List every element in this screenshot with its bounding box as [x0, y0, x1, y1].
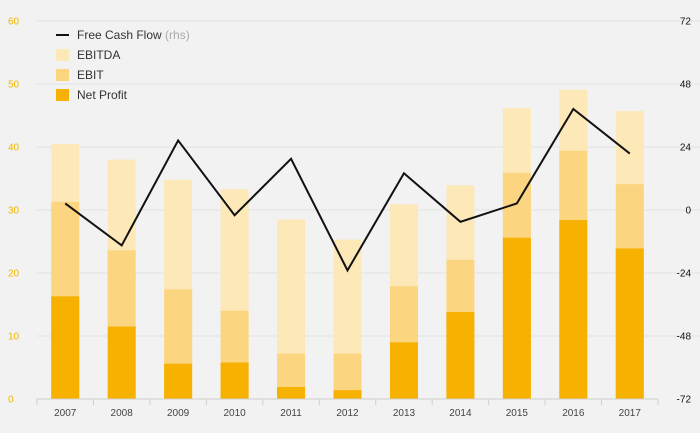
right-axis-tick-label: 0	[685, 206, 691, 217]
net-profit-bar	[615, 248, 644, 399]
legend-label: EBIT	[77, 68, 104, 82]
right-axis-tick-label: -24	[677, 269, 692, 280]
left-axis-tick-label: 10	[8, 332, 20, 343]
legend-item: Free Cash Flow (rhs)	[56, 28, 190, 42]
left-axis-tick-label: 50	[8, 80, 20, 91]
x-axis-tick-label: 2016	[562, 408, 585, 419]
right-axis-tick-label: 72	[680, 17, 692, 28]
left-axis-tick-label: 0	[8, 395, 14, 406]
net-profit-bar	[51, 296, 80, 399]
legend-label: EBITDA	[77, 48, 120, 62]
x-axis-tick-label: 2011	[280, 408, 302, 419]
x-axis-tick-label: 2007	[54, 408, 77, 419]
bars	[51, 89, 644, 400]
x-axis-tick-label: 2009	[167, 408, 190, 419]
net-profit-bar	[446, 312, 475, 399]
legend-label: Free Cash Flow (rhs)	[77, 28, 190, 42]
legend-item: EBITDA	[56, 48, 120, 62]
net-profit-bar	[164, 363, 193, 399]
right-axis-tick-label: 24	[680, 143, 692, 154]
net-profit-bar	[502, 237, 531, 399]
legend-item: Net Profit	[56, 88, 128, 102]
left-axis-tick-label: 40	[8, 143, 20, 154]
left-axis-tick-label: 20	[8, 269, 20, 280]
legend-note: (rhs)	[162, 28, 190, 42]
gridlines	[37, 20, 700, 337]
right-axis-tick-label: -48	[677, 332, 692, 343]
left-axis-tick-label: 30	[8, 206, 20, 217]
net-profit-bar	[333, 390, 362, 399]
left-axis-tick-label: 60	[8, 17, 20, 28]
x-axis-tick-label: 2012	[336, 408, 359, 419]
legend: Free Cash Flow (rhs) EBITDA EBIT Net Profit	[56, 28, 190, 102]
net-profit-bar	[389, 342, 418, 399]
x-axis-tick-label: 2017	[619, 408, 642, 419]
legend-item: EBIT	[56, 68, 104, 82]
x-axis-tick-label: 2013	[393, 408, 416, 419]
x-axis-tick-label: 2008	[111, 408, 134, 419]
legend-box-swatch	[56, 89, 69, 101]
legend-box-swatch	[56, 49, 69, 61]
net-profit-bar	[220, 362, 249, 399]
x-axis-tick-label: 2014	[449, 408, 472, 419]
x-axis-tick-label: 2015	[506, 408, 529, 419]
net-profit-bar	[277, 387, 306, 399]
fcf-line-group	[64, 107, 631, 273]
axes: 0 10 20 30 40 50 60 -72 -48 -24 0 24 48 72 2007 2008 200…	[8, 17, 691, 420]
right-axis-tick-label: -72	[677, 395, 692, 406]
legend-box-swatch	[56, 69, 69, 81]
net-profit-bar	[107, 326, 136, 399]
x-axis-tick-label: 2010	[223, 408, 246, 419]
legend-label: Net Profit	[77, 88, 128, 102]
right-axis-tick-label: 48	[680, 80, 692, 91]
net-profit-bar	[559, 220, 588, 399]
